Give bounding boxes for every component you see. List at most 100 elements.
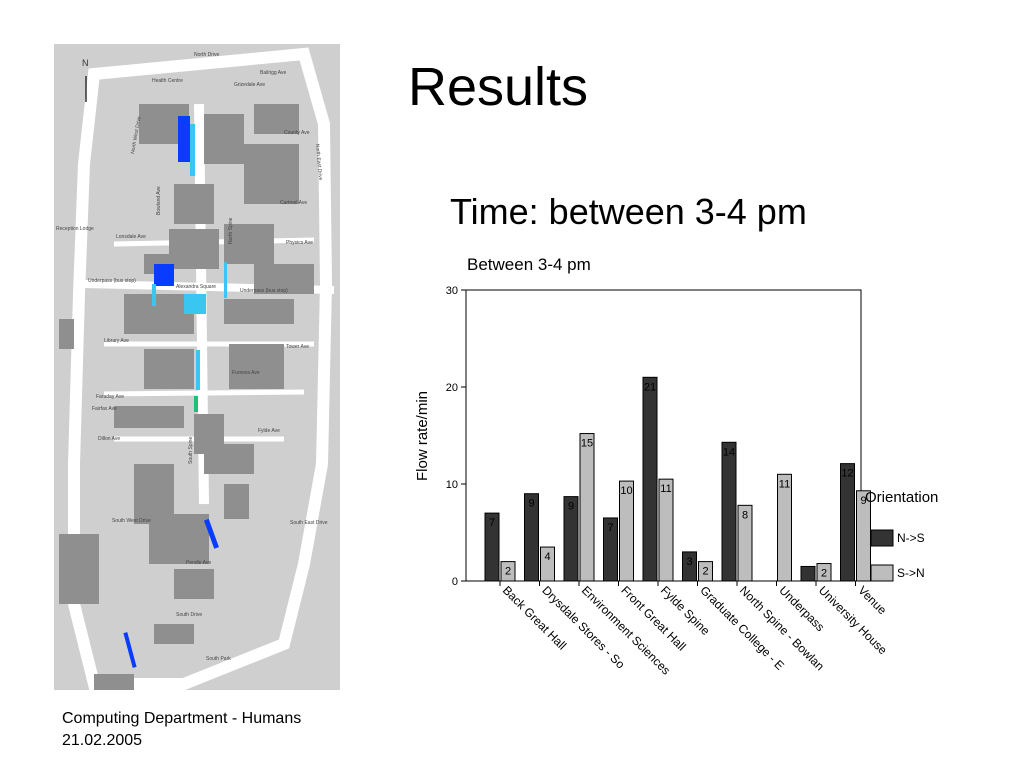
map-label-health-centre: Health Centre [152,78,183,84]
map-label-bowland-ave: Bowland Ave [156,186,162,215]
y-tick-label: 10 [446,479,458,491]
bar-n-to-s [840,463,855,582]
y-axis-label: Flow rate/min [414,391,431,481]
map-label-south-spine: South Spine [188,437,194,464]
map-label-physics-ave: Physics Ave [286,240,313,246]
bar-s-to-n [540,546,555,582]
bar-value-label: 11 [660,483,671,495]
bar-value-label: 2 [702,566,708,578]
buildings [59,104,314,690]
map-label-county-ave: County Ave [284,130,310,136]
y-tick-label: 0 [452,576,458,588]
bar-value-label: 3 [686,556,692,568]
legend-swatch-n-to-s [870,529,894,547]
legend-label-n-to-s: N->S [897,531,925,545]
bar-value-label: 10 [620,485,632,497]
map-label-north-spine: North Spine [228,217,234,244]
legend-title: Orientation [865,489,938,506]
x-tick-label: University House [816,583,890,657]
highlight-north-spine [178,116,190,162]
footer: Computing Department - Humans 21.02.2005 [62,708,301,752]
map-label-south-drive: South Drive [176,612,202,618]
bar-value-label: 15 [581,438,593,450]
bar-value-label: 7 [489,517,495,529]
bar-s-to-n [698,561,713,582]
bar-s-to-n [816,563,832,582]
map-label-reception-lodge: Reception Lodge [56,226,94,232]
bar-n-to-s [524,493,539,582]
bar-s-to-n [658,478,674,582]
map-label-alexandra-square: Alexandra Square [176,284,216,290]
x-tick-label: Venue [855,583,889,617]
flow-rate-chart: Between 3-4 pm 0 10 20 30 Flow rate/min 7 2 9… [414,255,938,678]
legend-swatch-s-to-n [870,564,894,582]
measurement-highlights [123,116,227,668]
footer-date: 21.02.2005 [62,732,143,749]
map-label-grizedale-ave: Grizedale Ave [234,82,265,88]
north-label: N [82,58,89,68]
highlight-fylde-spine [196,350,200,390]
highlight-alexandra-square [184,294,206,314]
map-label-fairfax-ave: Fairfax Ave [92,406,117,412]
bar-value-label: 14 [723,446,735,458]
chart-title: Between 3-4 pm [467,255,591,274]
map-label-fylde-ave: Fylde Ave [258,428,280,434]
highlight-south-east [203,518,219,549]
bar-s-to-n [619,480,634,582]
highlight-great-hall [224,262,227,298]
map-label-cartmel-ave: Cartmel Ave [280,200,307,206]
map-label-furness-ave: Furness Ave [232,370,260,376]
map-label-underpass-west: Underpass (bus stop) [88,278,136,284]
map-label-dillon-ave: Dillon Ave [98,436,120,442]
map-label-underpass-east: Underpass (bus stop) [240,288,288,294]
bar-s-to-n [579,433,595,582]
bar-value-label: 8 [742,509,748,521]
map-label-pendle-ave: Pendle Ave [186,560,211,566]
slide-title: Results [408,57,589,117]
bar-value-label: 2 [505,566,511,578]
ring-road [68,47,333,690]
faraday-ave [103,389,305,397]
campus-map-drawing: N North Drive Health Centre Reception Lo… [54,44,340,690]
bar-value-label: 11 [779,478,790,490]
bar-value-label: 4 [544,551,550,563]
bar-value-label: 9 [528,498,534,510]
bar-n-to-s [721,441,737,582]
bar-n-to-s [800,565,816,582]
highlight-north-spine-light [190,124,195,176]
bar-n-to-s [603,517,618,582]
bar-n-to-s [682,551,697,582]
bar-value-label: 7 [607,522,613,534]
legend: N->S S->N [870,529,925,582]
highlight-south-park [123,632,137,668]
highlight-underpass-light [152,284,156,306]
bar-n-to-s [642,376,658,582]
highlight-underpass [154,264,174,286]
map-label-north-east-drive: North East Drive [314,144,323,181]
bar-value-label: 9 [568,501,574,513]
map-label-tower-ave: Tower Ave [286,344,309,350]
bar-n-to-s [484,512,500,582]
map-label-north-drive: North Drive [194,52,220,58]
y-tick-label: 20 [446,382,458,394]
highlight-south-spine [194,396,198,412]
bar-value-label: 21 [644,381,656,393]
bar-s-to-n [737,504,753,582]
bar-value-label: 2 [821,568,827,580]
y-tick-label: 30 [446,285,458,297]
bar-s-to-n [777,473,792,582]
campus-map: N North Drive Health Centre Reception Lo… [54,44,340,690]
legend-label-s-to-n: S->N [897,566,925,580]
map-label-bailrigg-ave: Bailrigg Ave [260,70,287,76]
footer-department: Computing Department - Humans [62,710,302,727]
y-axis: 0 10 20 30 [446,285,466,588]
map-label-library-ave: Library Ave [104,338,129,344]
bar-n-to-s [563,496,579,582]
bar-s-to-n [500,561,516,582]
map-label-south-west-drive: South West Drive [112,518,151,524]
map-label-south-park: South Park [206,656,231,662]
map-label-faraday-ave: Faraday Ave [96,394,124,400]
map-label-south-east-drive: South East Drive [290,520,328,526]
